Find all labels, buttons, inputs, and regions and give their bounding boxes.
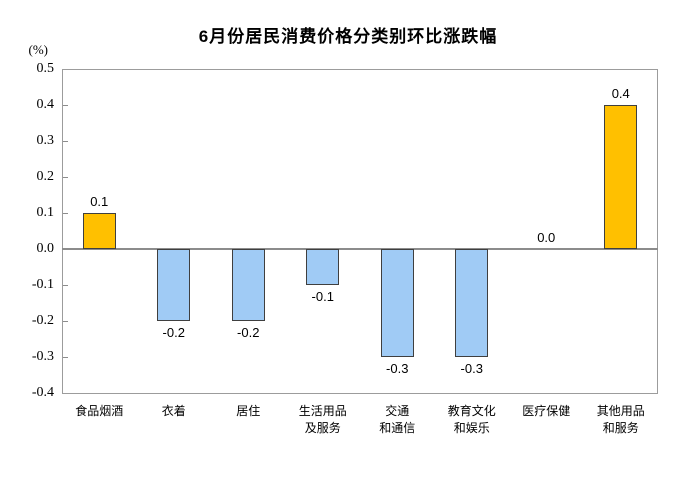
bar-value-label: 0.1 xyxy=(90,194,109,209)
plot-area xyxy=(62,69,658,394)
y-tick-label: -0.1 xyxy=(31,277,54,292)
y-tick-label: 0.4 xyxy=(36,97,55,112)
bar-value-label: -0.2 xyxy=(237,325,260,340)
bar xyxy=(231,249,265,321)
y-tick-label: 0.0 xyxy=(36,241,55,256)
y-tick-label: 0.3 xyxy=(36,133,55,148)
y-tick-label: -0.4 xyxy=(31,385,54,400)
bar xyxy=(306,249,340,285)
category-label: 交通 和通信 xyxy=(379,404,416,435)
category-label: 教育文化 和娱乐 xyxy=(447,404,496,435)
bar-value-label: 0.0 xyxy=(537,230,556,245)
bar xyxy=(455,249,489,357)
bar-value-label: -0.1 xyxy=(311,289,334,304)
bar xyxy=(604,105,638,249)
y-tick-mark xyxy=(63,356,68,358)
y-tick-label: 0.5 xyxy=(36,61,55,76)
y-tick-mark xyxy=(63,212,68,214)
bar-value-label: -0.2 xyxy=(162,325,185,340)
bar-value-label: 0.4 xyxy=(611,86,630,101)
zero-axis-line xyxy=(62,248,658,250)
y-tick-mark xyxy=(63,284,68,286)
y-tick-label: -0.3 xyxy=(31,349,54,364)
chart-title: 6月份居民消费价格分类别环比涨跌幅 xyxy=(198,27,498,46)
y-axis-unit-label: (%) xyxy=(28,42,49,57)
y-tick-label: 0.1 xyxy=(36,205,55,220)
bar xyxy=(380,249,414,357)
y-tick-label: 0.2 xyxy=(36,169,55,184)
bar-value-label: -0.3 xyxy=(460,361,483,376)
bar-value-label: -0.3 xyxy=(386,361,409,376)
bar xyxy=(157,249,191,321)
category-label: 居住 xyxy=(236,404,261,418)
category-label: 医疗保健 xyxy=(522,404,571,418)
category-label: 衣着 xyxy=(161,404,186,418)
y-tick-mark xyxy=(63,104,68,106)
y-tick-mark xyxy=(63,140,68,142)
category-label: 其他用品 和服务 xyxy=(596,404,645,435)
y-tick-mark xyxy=(63,176,68,178)
category-label: 食品烟酒 xyxy=(75,404,124,418)
y-tick-mark xyxy=(63,320,68,322)
y-tick-label: -0.2 xyxy=(31,313,54,328)
category-label: 生活用品 及服务 xyxy=(298,404,347,435)
bar xyxy=(82,213,116,249)
